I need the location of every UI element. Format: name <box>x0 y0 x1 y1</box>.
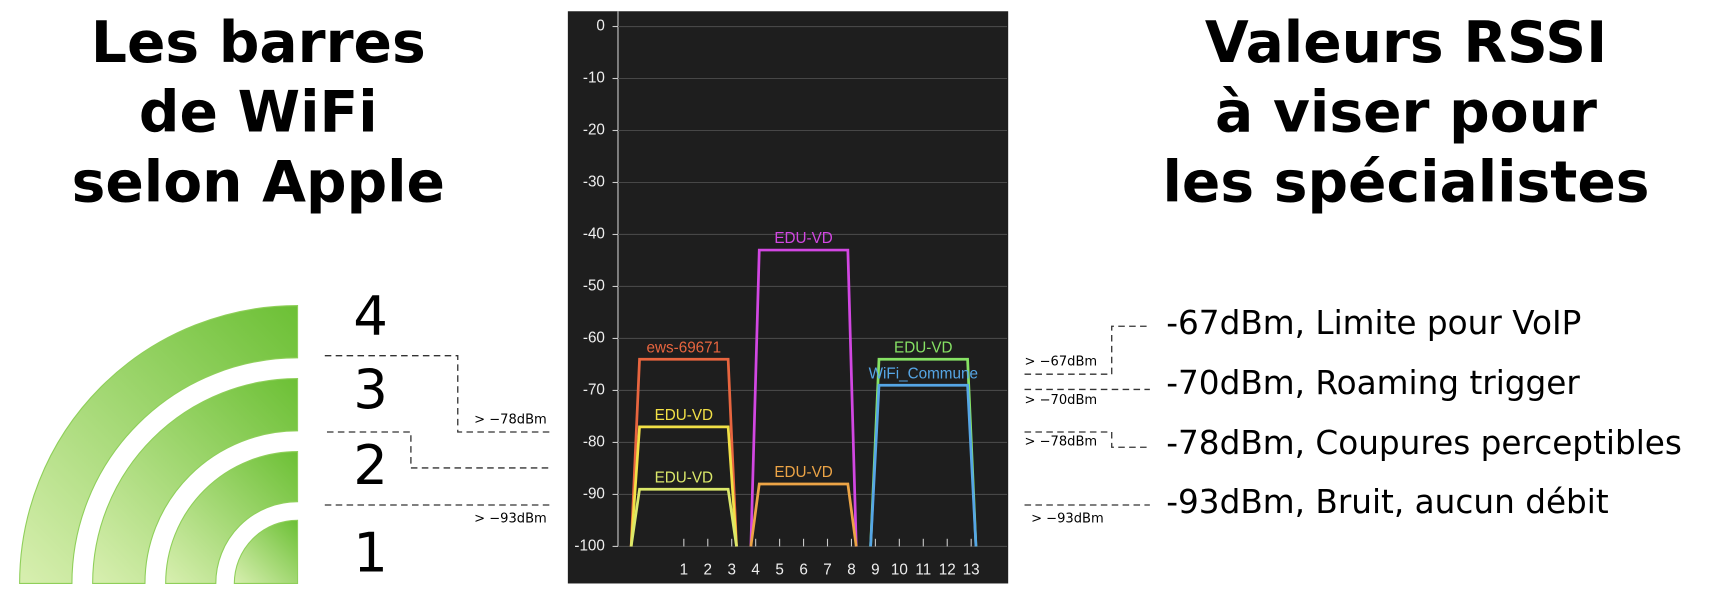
y-tick-label: -40 <box>583 226 605 243</box>
x-tick-label: 8 <box>847 561 855 578</box>
x-tick-label: 11 <box>915 561 931 578</box>
left-title-line: Les barres <box>91 10 426 76</box>
y-tick-label: -70 <box>583 381 605 398</box>
network-line <box>749 482 858 547</box>
y-tick-label: -60 <box>583 329 605 346</box>
connector <box>1024 431 1150 448</box>
y-tick-label: -10 <box>583 70 605 87</box>
network-label: EDU-VD <box>894 339 952 356</box>
network-line <box>629 357 738 547</box>
x-tick-label: 3 <box>727 561 735 578</box>
x-tick-label: 1 <box>680 561 688 578</box>
y-tick-label: -90 <box>583 485 605 502</box>
connector <box>1024 325 1150 375</box>
threshold-label: > −78dBm <box>1025 434 1098 449</box>
left-title-line: selon Apple <box>72 149 445 215</box>
x-tick-label: 4 <box>751 561 760 578</box>
network-label: EDU-VD <box>774 230 832 247</box>
bar-label: 1 <box>353 520 388 584</box>
rssi-item: -78dBm, Coupures perceptibles <box>1166 424 1682 462</box>
network-line <box>869 383 978 547</box>
right-title-line: les spécialistes <box>1162 149 1649 215</box>
y-tick-label: -100 <box>574 537 605 554</box>
network-line <box>629 487 738 547</box>
x-tick-label: 10 <box>891 561 908 578</box>
rssi-item: -70dBm, Roaming trigger <box>1166 364 1580 402</box>
x-tick-label: 13 <box>963 561 980 578</box>
connector <box>324 355 551 433</box>
y-tick-label: 0 <box>596 18 604 35</box>
network-line <box>629 425 738 547</box>
y-tick-label: -80 <box>583 433 605 450</box>
threshold-label: > −93dBm <box>1031 512 1104 527</box>
network-label: EDU-VD <box>774 464 832 481</box>
y-tick-label: -50 <box>583 277 605 294</box>
threshold-label: > −93dBm <box>474 512 547 527</box>
bar-label: 3 <box>353 357 388 421</box>
bar-label: 2 <box>353 433 388 497</box>
left-title-line: de WiFi <box>139 80 378 146</box>
right-title-line: Valeurs RSSI <box>1205 10 1607 76</box>
x-tick-label: 7 <box>823 561 831 578</box>
network-label: EDU-VD <box>655 407 713 424</box>
connector <box>326 431 551 469</box>
x-tick-label: 5 <box>775 561 783 578</box>
x-tick-label: 12 <box>939 561 956 578</box>
wifi-icon <box>19 304 299 585</box>
right-title-line: à viser pour <box>1215 80 1597 146</box>
y-tick-label: -30 <box>583 174 605 191</box>
network-label: WiFi_Commune <box>869 365 978 382</box>
threshold-label: > −70dBm <box>1025 393 1098 408</box>
network-label: ews-69671 <box>647 339 722 356</box>
x-tick-label: 2 <box>704 561 712 578</box>
rssi-item: -93dBm, Bruit, aucun débit <box>1166 483 1609 521</box>
threshold-label: > −78dBm <box>474 412 547 427</box>
network-label: EDU-VD <box>655 469 713 486</box>
y-tick-label: -20 <box>583 122 605 139</box>
x-tick-label: 9 <box>871 561 879 578</box>
rssi-item: -67dBm, Limite pour VoIP <box>1166 304 1581 342</box>
threshold-label: > −67dBm <box>1025 355 1098 370</box>
bar-label: 4 <box>353 284 388 348</box>
x-tick-label: 6 <box>799 561 807 578</box>
network-line <box>749 248 858 547</box>
